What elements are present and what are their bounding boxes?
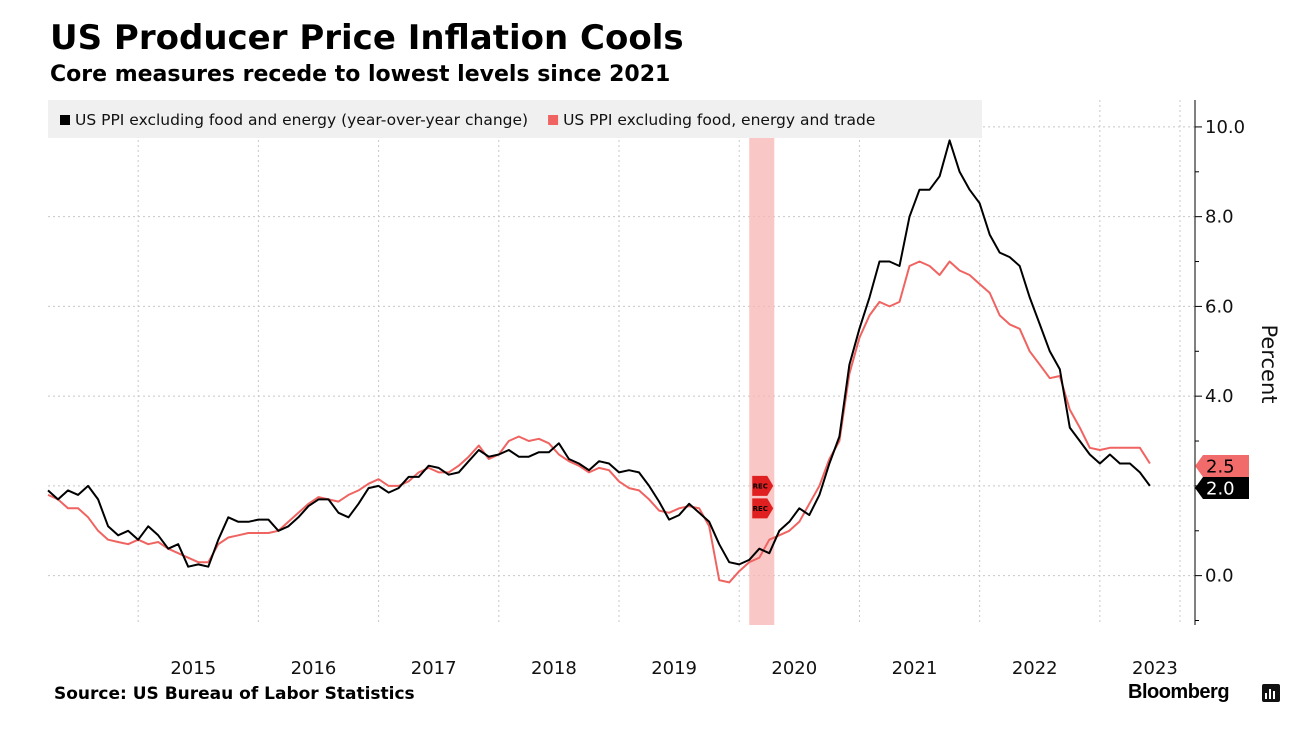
series-line-ppi-core-ex-trade bbox=[47, 260, 1151, 584]
rec-marker: REC bbox=[752, 498, 774, 519]
legend: US PPI excluding food and energy (year-o… bbox=[48, 100, 982, 138]
source-note: Source: US Bureau of Labor Statistics bbox=[54, 684, 415, 704]
x-tick-label: 2021 bbox=[892, 658, 938, 679]
chart-subtitle: Core measures recede to lowest levels si… bbox=[50, 62, 671, 87]
end-label-tag bbox=[1195, 477, 1249, 499]
legend-background bbox=[48, 100, 982, 138]
bloomberg-logo: Bloomberg bbox=[1128, 681, 1230, 703]
recession-band bbox=[749, 100, 775, 625]
x-tick-label: 2017 bbox=[411, 658, 457, 679]
end-label-value: 2.0 bbox=[1206, 479, 1235, 500]
y-axis-title: Percent bbox=[1257, 324, 1281, 403]
y-tick-label: 10.0 bbox=[1205, 117, 1245, 138]
legend-swatch bbox=[60, 115, 70, 125]
x-tick-label: 2023 bbox=[1132, 658, 1178, 679]
axes: 0.0 2.0 4.0 6.0 8.0 10.0 2015 2016 2017 2018 2019 2… bbox=[170, 100, 1281, 679]
chart-title: US Producer Price Inflation Cools bbox=[50, 18, 684, 58]
bloomberg-terminal-icon bbox=[1262, 684, 1280, 702]
y-tick-label: 4.0 bbox=[1205, 386, 1234, 407]
end-label-ppi-core: 2.0 bbox=[1195, 477, 1249, 500]
rec-marker-shape bbox=[752, 475, 774, 496]
series-lines: REC REC bbox=[47, 139, 1151, 584]
rec-marker-label: REC bbox=[753, 482, 768, 490]
legend-swatch bbox=[548, 115, 559, 125]
legend-label: US PPI excluding food, energy and trade bbox=[563, 111, 875, 129]
x-tick-label: 2020 bbox=[771, 658, 817, 679]
end-label-value: 2.5 bbox=[1206, 457, 1235, 478]
x-tick-label: 2015 bbox=[170, 658, 216, 679]
end-label-ppi-ex-trade: 2.5 bbox=[1195, 455, 1249, 478]
x-tick-label: 2022 bbox=[1012, 658, 1058, 679]
y-tick-label: 8.0 bbox=[1205, 207, 1234, 228]
grid-lines bbox=[48, 100, 1195, 625]
x-tick-label: 2018 bbox=[531, 658, 577, 679]
x-tick-label: 2016 bbox=[291, 658, 337, 679]
rec-marker: REC bbox=[752, 475, 774, 496]
rec-marker-shape bbox=[752, 498, 774, 519]
legend-label: US PPI excluding food and energy (year-o… bbox=[75, 111, 528, 129]
x-tick-label: 2019 bbox=[651, 658, 697, 679]
rec-marker-label: REC bbox=[753, 505, 768, 513]
y-tick-label: 0.0 bbox=[1205, 566, 1234, 587]
end-label-tag bbox=[1195, 455, 1249, 477]
y-tick-label: 6.0 bbox=[1205, 296, 1234, 317]
end-labels: 2.52.0 bbox=[1195, 455, 1249, 500]
recession-shade bbox=[749, 100, 775, 625]
series-line-ppi-core bbox=[47, 139, 1151, 568]
